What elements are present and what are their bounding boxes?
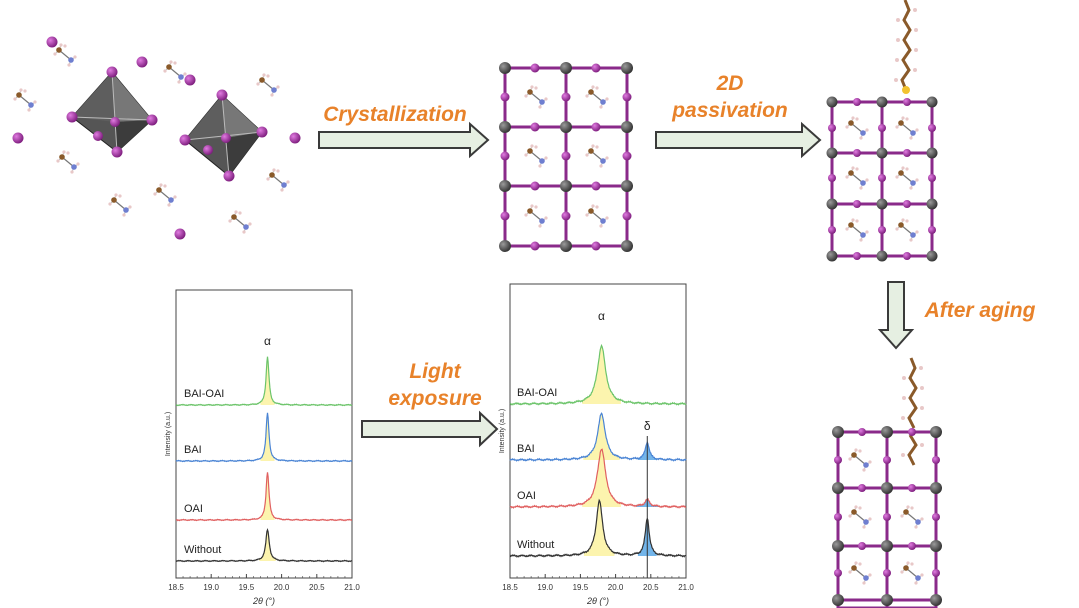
series-label: OAI	[517, 490, 536, 502]
phase-annotation: α	[598, 309, 605, 323]
x-tick-label: 20.0	[274, 583, 290, 592]
peak-fill	[260, 412, 275, 461]
precursor-structure	[12, 36, 301, 240]
passivation-label: 2D passivation	[660, 70, 800, 124]
peak-fill	[582, 449, 621, 507]
x-tick-label: 20.5	[309, 583, 325, 592]
series-label: BAI-OAI	[517, 387, 557, 399]
x-axis-label: 2θ (°)	[252, 596, 275, 606]
peak-fill	[259, 529, 276, 561]
x-tick-label: 19.5	[573, 583, 589, 592]
x-tick-label: 21.0	[344, 583, 360, 592]
peak-fill	[583, 413, 620, 460]
peak-fill	[260, 472, 275, 520]
arrow-crystallization	[318, 121, 490, 159]
series-label: BAI-OAI	[184, 388, 224, 400]
arrow-aging	[877, 281, 915, 350]
series-line	[509, 343, 687, 406]
phase-annotation: δ	[644, 419, 651, 433]
x-tick-label: 19.0	[537, 583, 553, 592]
octahedron-left	[71, 71, 153, 153]
series-line	[175, 412, 353, 463]
series-label: OAI	[184, 503, 203, 515]
x-tick-label: 19.0	[203, 583, 219, 592]
y-axis-label: Intensity (a.u.)	[165, 412, 172, 456]
series-line	[509, 498, 687, 558]
light-exposure-label-line1: Light	[409, 360, 461, 383]
x-tick-label: 18.5	[168, 583, 184, 592]
peak-fill	[260, 356, 275, 405]
x-axis-label: 2θ (°)	[586, 596, 609, 606]
peak-fill	[582, 345, 621, 404]
arrow-passivation	[655, 121, 822, 159]
phase-annotation: α	[264, 334, 271, 348]
x-tick-label: 21.0	[678, 583, 694, 592]
series-line	[509, 412, 687, 462]
aging-label: After aging	[924, 299, 1036, 322]
series-label: BAI	[517, 443, 535, 455]
x-tick-label: 18.5	[502, 583, 518, 592]
passivated-structure	[826, 0, 938, 262]
organic-ligand-chain	[894, 0, 918, 94]
y-axis-label: Intensity (a.u.)	[499, 409, 506, 453]
series-line	[176, 528, 353, 563]
crystallization-label: Crystallization	[323, 103, 467, 126]
series-label: BAI	[184, 444, 202, 456]
crystal-structure	[499, 62, 633, 252]
series-line	[509, 448, 687, 509]
passivation-label-line1: 2D	[716, 72, 744, 95]
aged-ligand-chains	[901, 357, 924, 466]
arrow-light-exposure	[361, 410, 499, 448]
series-label: Without	[184, 544, 221, 556]
x-tick-label: 20.0	[608, 583, 624, 592]
light-exposure-label-line2: exposure	[388, 387, 482, 410]
light-exposure-label: Light exposure	[385, 358, 485, 412]
aged-structure	[832, 357, 942, 608]
passivation-label-line2: passivation	[672, 99, 788, 122]
plot-frame	[175, 289, 353, 579]
x-tick-label: 20.5	[643, 583, 659, 592]
series-label: Without	[517, 539, 554, 551]
x-tick-label: 19.5	[239, 583, 255, 592]
peak-fill	[583, 500, 615, 556]
series-line	[175, 472, 353, 522]
series-line	[175, 356, 353, 407]
